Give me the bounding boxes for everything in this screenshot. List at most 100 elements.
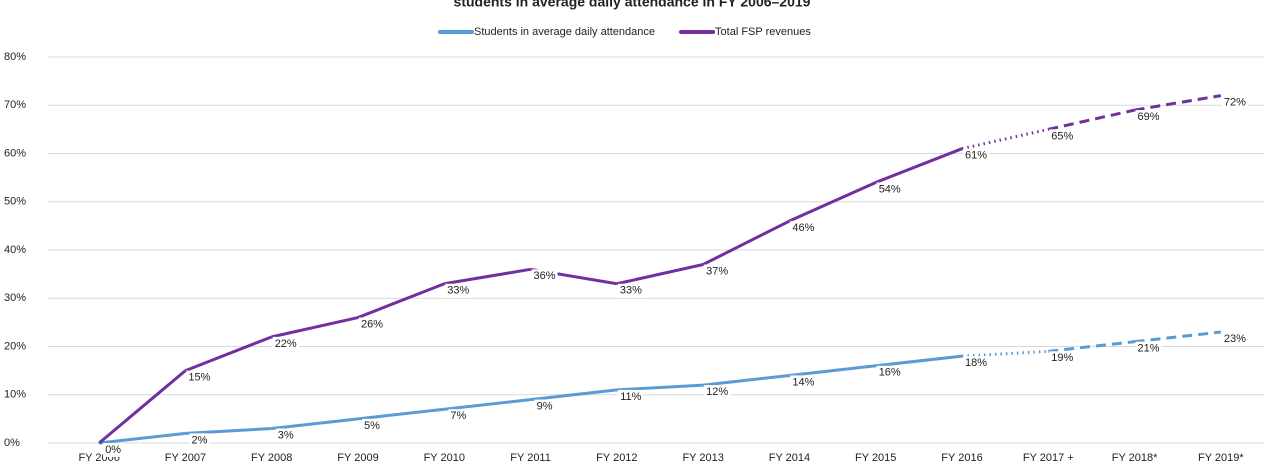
- label-background: [962, 356, 990, 371]
- y-tick-label: 30%: [4, 292, 26, 304]
- line-segment: [1047, 108, 1135, 131]
- line-segment: [788, 181, 877, 223]
- label-background: [617, 283, 644, 298]
- label-background: [358, 317, 386, 332]
- label-background: [1049, 351, 1076, 366]
- data-label: 22%: [275, 338, 297, 350]
- x-tick-label: FY 2018*: [1112, 452, 1158, 464]
- label-background: [790, 375, 817, 390]
- data-label: 3%: [278, 429, 294, 441]
- data-label: 5%: [364, 420, 380, 432]
- label-background: [272, 336, 299, 351]
- line-segment: [875, 147, 963, 184]
- line-segment: [1134, 94, 1222, 112]
- label-background: [1135, 110, 1162, 125]
- data-label: 15%: [188, 372, 210, 384]
- x-tick-label: FY 2010: [424, 452, 465, 464]
- y-tick-label: 40%: [4, 244, 26, 256]
- data-label: 26%: [361, 318, 383, 330]
- data-label: 37%: [706, 265, 728, 277]
- line-segment: [961, 349, 1049, 358]
- line-segment: [789, 364, 876, 377]
- data-label: 16%: [879, 367, 901, 379]
- x-tick-label: FY 2015: [855, 452, 896, 464]
- line-segment: [616, 383, 704, 392]
- data-label: 11%: [620, 391, 641, 403]
- data-label: 72%: [1224, 97, 1246, 109]
- data-label: 69%: [1138, 111, 1160, 123]
- data-label: 9%: [537, 400, 553, 412]
- line-segment: [271, 316, 359, 339]
- y-tick-label: 20%: [4, 340, 26, 352]
- data-label: 12%: [706, 386, 728, 398]
- data-label: 33%: [447, 285, 469, 297]
- label-background: [876, 182, 903, 197]
- y-tick-label: 10%: [4, 389, 26, 401]
- label-background: [531, 269, 558, 284]
- label-background: [186, 370, 213, 385]
- line-segment: [530, 388, 618, 402]
- x-tick-label: FY 2016: [941, 452, 982, 464]
- line-segment: [1134, 330, 1222, 344]
- data-label: 14%: [792, 376, 814, 388]
- label-background: [962, 148, 990, 163]
- label-background: [1221, 332, 1248, 347]
- label-background: [618, 389, 644, 404]
- x-tick-label: FY 2009: [337, 452, 378, 464]
- data-label: 46%: [792, 222, 814, 234]
- data-label: 65%: [1051, 130, 1073, 142]
- data-label: 23%: [1224, 333, 1246, 345]
- x-tick-label: FY 2007: [165, 452, 206, 464]
- data-label: 33%: [620, 285, 642, 297]
- y-tick-label: 60%: [4, 147, 26, 159]
- line-segment: [98, 369, 187, 445]
- x-tick-label: FY 2017 +: [1023, 452, 1074, 464]
- x-tick-label: FY 2011: [510, 452, 551, 464]
- legend-label: Total FSP revenues: [715, 26, 811, 38]
- label-background: [1049, 129, 1076, 144]
- legend-label: Students in average daily attendance: [474, 26, 655, 38]
- line-segment: [444, 267, 531, 286]
- line-segment: [357, 282, 445, 319]
- label-background: [876, 365, 903, 380]
- line-segment: [185, 427, 272, 435]
- label-background: [1135, 341, 1162, 356]
- y-tick-label: 50%: [4, 196, 26, 208]
- data-label: 2%: [191, 434, 207, 446]
- data-label: 7%: [450, 410, 466, 422]
- line-segment: [98, 431, 186, 445]
- x-tick-label: FY 2013: [682, 452, 723, 464]
- label-background: [704, 264, 731, 279]
- y-tick-label: 70%: [4, 99, 26, 111]
- line-segment: [875, 354, 963, 368]
- line-segment: [271, 417, 359, 431]
- label-background: [704, 385, 731, 400]
- line-segment: [357, 407, 445, 421]
- label-background: [448, 409, 469, 424]
- label-background: [790, 221, 817, 236]
- label-background: [103, 443, 124, 457]
- line-segment: [702, 219, 791, 266]
- label-background: [445, 283, 472, 298]
- line-segment: [1048, 340, 1135, 353]
- line-segment: [444, 398, 531, 411]
- line-segment: [184, 335, 273, 373]
- data-label: 21%: [1138, 343, 1160, 355]
- data-label: 61%: [965, 150, 987, 162]
- x-tick-label: FY 2012: [596, 452, 637, 464]
- data-label: 18%: [965, 357, 987, 369]
- chart-title: students in average daily attendance in …: [454, 0, 811, 10]
- y-tick-label: 0%: [4, 437, 20, 449]
- line-segment: [616, 263, 704, 286]
- label-background: [534, 399, 555, 414]
- x-tick-label: FY 2019*: [1198, 452, 1244, 464]
- data-label: 54%: [879, 183, 901, 195]
- line-segment: [961, 127, 1049, 151]
- data-label: 0%: [105, 444, 121, 456]
- label-background: [275, 428, 296, 443]
- line-segment: [702, 373, 790, 387]
- x-tick-label: FY 2014: [769, 452, 810, 464]
- label-background: [1221, 95, 1248, 110]
- data-label: 36%: [534, 270, 556, 282]
